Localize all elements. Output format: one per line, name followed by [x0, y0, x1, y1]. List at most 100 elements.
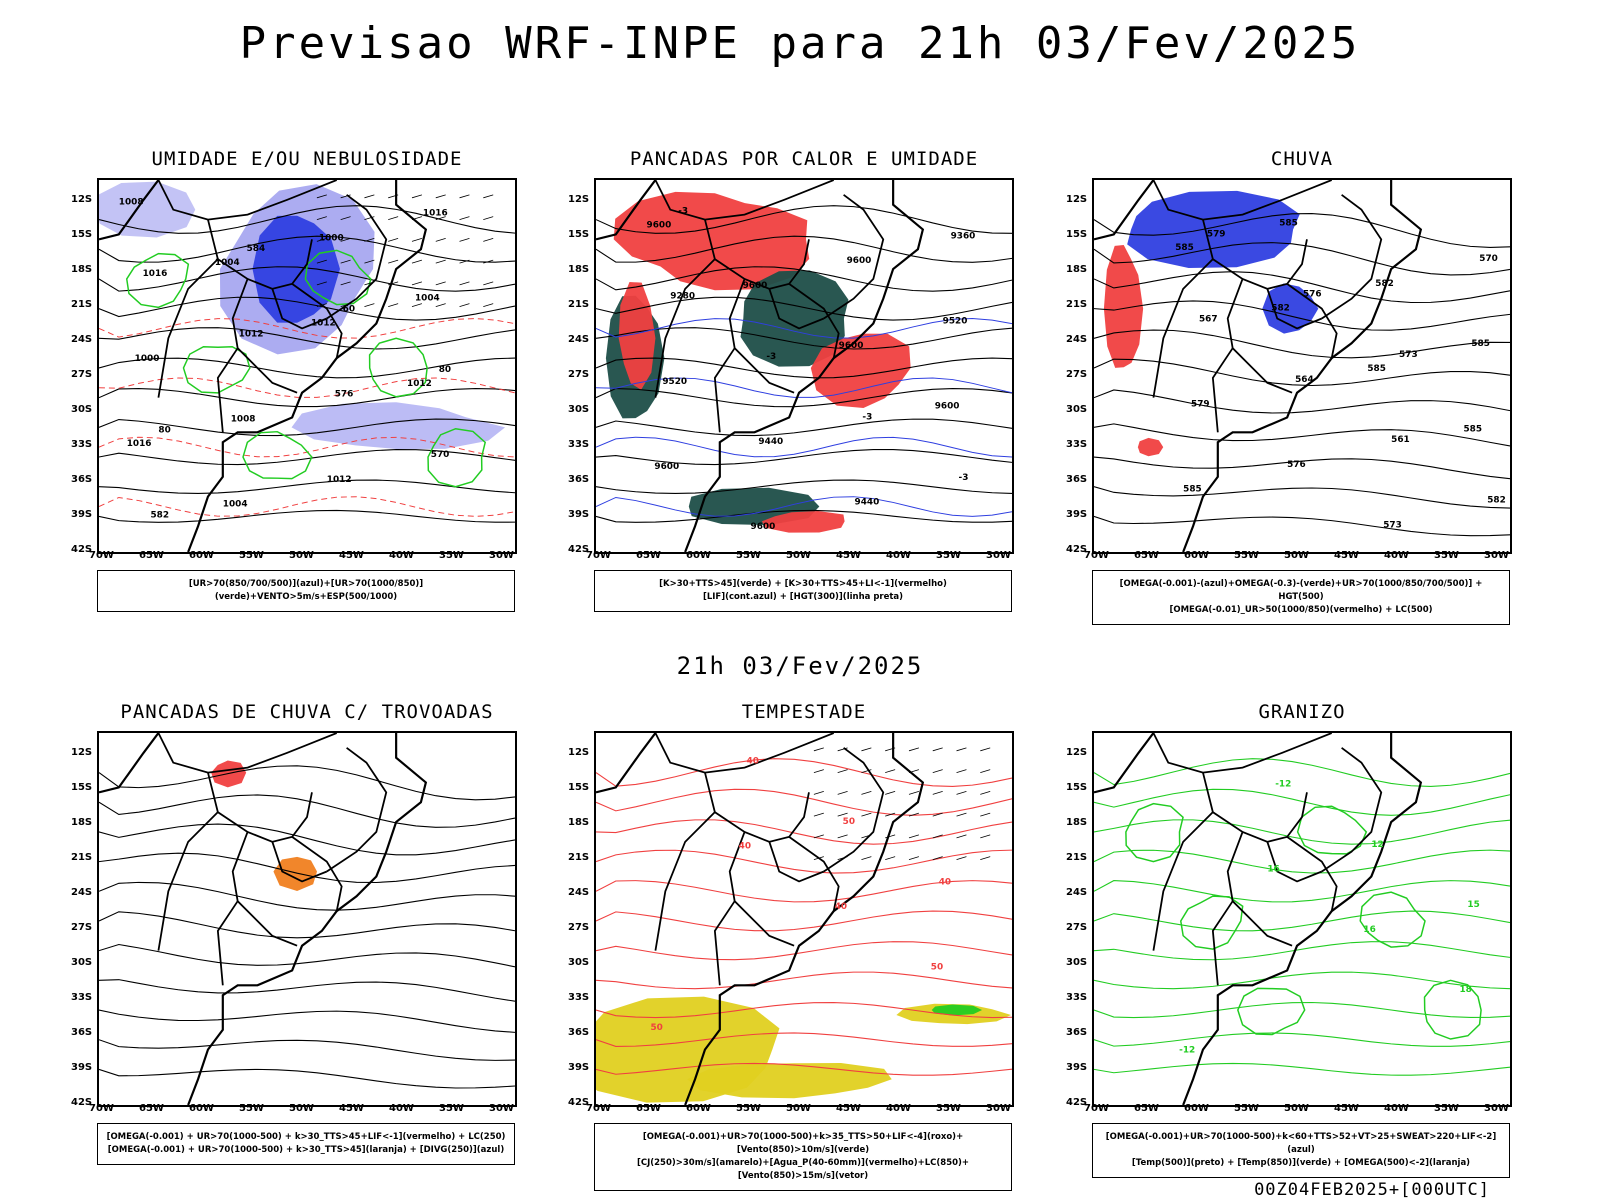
- contour-label: 9280: [670, 292, 695, 302]
- contour-line: [596, 1032, 1012, 1047]
- wind-vector: [388, 259, 399, 264]
- longitude-tick-label: 65W: [636, 1103, 661, 1114]
- latitude-tick-label: 33S: [71, 439, 93, 450]
- contour-label: -3: [766, 352, 776, 362]
- panel-title: CHUVA: [1270, 148, 1334, 170]
- legend-line: [K>30+TTS>45](verde) + [K>30+TTS>45+LI<-…: [659, 579, 947, 589]
- wind-vector: [364, 216, 375, 220]
- wind-vector: [861, 812, 872, 817]
- latitude-tick-label: 12S: [71, 194, 93, 205]
- contour-label: 570: [431, 450, 450, 460]
- contour-label: 582: [151, 510, 170, 520]
- wind-vector: [364, 303, 375, 308]
- country-border: [291, 283, 343, 359]
- longitude-tick-label: 40W: [1384, 550, 1409, 561]
- legend-line: [OMEGA(-0.001)+UR>70(1000-500)+k<60+TTS>…: [1105, 1132, 1497, 1155]
- contour-label: 1012: [239, 329, 264, 339]
- wind-vector: [364, 194, 375, 199]
- longitude-tick-label: 50W: [786, 1103, 811, 1114]
- wind-vector: [908, 812, 920, 817]
- wind-vector: [861, 790, 872, 795]
- contour-label: 582: [1375, 279, 1394, 289]
- wind-vector: [885, 834, 896, 839]
- contour-line: [99, 296, 515, 321]
- country-border: [704, 772, 810, 843]
- wind-vector: [340, 216, 351, 220]
- coastline: [596, 733, 925, 1105]
- contour-label: 573: [1383, 520, 1402, 530]
- contour-label: 9600: [743, 281, 768, 291]
- contour-line: [1094, 212, 1510, 249]
- country-border: [157, 811, 219, 951]
- contour-label: 1012: [327, 475, 352, 485]
- longitude-tick-label: 35W: [936, 550, 961, 561]
- country-border: [326, 194, 388, 320]
- coastline: [99, 180, 428, 552]
- wind-vector: [316, 194, 327, 199]
- latitude-tick-label: 24S: [71, 887, 93, 898]
- country-border: [216, 347, 239, 433]
- map-panel: 40 40 50 50 40 50 40: [594, 731, 1014, 1107]
- map-panel: 9600 9600 9600 9600 9600 9600 9600 9520 9520 9440…: [594, 178, 1014, 554]
- contour-line: [1094, 358, 1510, 387]
- latitude-tick-label: 18S: [1066, 817, 1088, 828]
- contour-line-green: [1237, 987, 1306, 1036]
- contour-line: [1094, 242, 1510, 276]
- contour-label: 9600: [935, 402, 960, 412]
- latitude-tick-label: 27S: [568, 922, 590, 933]
- country-border: [1321, 194, 1383, 320]
- wind-vector: [861, 856, 872, 861]
- contour-label: 40: [835, 902, 847, 912]
- legend-line: [OMEGA(-0.01)_UR>50(1000/850)(vermelho) …: [1169, 605, 1433, 615]
- contour-label: 585: [1183, 485, 1202, 495]
- longitude-tick-label: 45W: [1334, 550, 1359, 561]
- contour-line: [99, 357, 515, 379]
- longitude-tick-label: 45W: [1334, 1103, 1359, 1114]
- contour-label: 9600: [647, 220, 672, 230]
- contour-line: [596, 1062, 1012, 1076]
- country-border: [1211, 347, 1234, 433]
- wind-vector: [435, 303, 446, 308]
- map-panel: 1008 1004 1012 1012 1016 1004 1000 1004 1000 1008…: [97, 178, 517, 554]
- contour-label: -3: [678, 207, 688, 217]
- latitude-tick-label: 15S: [568, 229, 590, 240]
- contour-line: [596, 235, 1012, 263]
- wind-vector: [908, 834, 920, 839]
- map-panel: 585 582 585 585 585 585 582 585 579 576 573 570 567 5…: [1092, 178, 1512, 554]
- field-shading: [1103, 245, 1144, 368]
- country-border: [1226, 278, 1293, 394]
- latitude-tick-label: 33S: [568, 439, 590, 450]
- contour-line: [596, 509, 1012, 523]
- latitude-tick-label: 12S: [1066, 194, 1088, 205]
- panel-title: PANCADAS POR CALOR E UMIDADE: [629, 148, 979, 170]
- contour-label: 1000: [319, 233, 344, 243]
- contour-label: 579: [1207, 229, 1226, 239]
- longitude-tick-label: 45W: [836, 550, 861, 561]
- longitude-tick-label: 45W: [836, 1103, 861, 1114]
- latitude-tick-label: 39S: [568, 509, 590, 520]
- contour-label: 50: [843, 817, 855, 827]
- contour-line: [99, 418, 515, 437]
- wind-vector: [837, 747, 848, 752]
- contour-label: -12: [1275, 779, 1291, 789]
- latitude-tick-label: 24S: [568, 887, 590, 898]
- wind-vector: [885, 790, 896, 795]
- longitude-tick-label: 70W: [1084, 550, 1109, 561]
- contour-label: 567: [1199, 314, 1218, 324]
- contour-line: [596, 479, 1012, 494]
- wind-vector: [908, 747, 920, 752]
- contour-line: [1094, 819, 1510, 845]
- contour-label: 561: [1391, 435, 1410, 445]
- map-panel: 16 16 18 -12 -12 12 15: [1092, 731, 1512, 1107]
- contour-line-secondary: [596, 318, 1012, 339]
- country-border: [1266, 288, 1323, 330]
- panel-title: PANCADAS DE CHUVA C/ TROVOADAS: [120, 701, 494, 723]
- contour-line-secondary: [99, 377, 515, 398]
- map-panel: [97, 731, 517, 1107]
- country-border: [768, 841, 825, 883]
- longitude-tick-label: 40W: [886, 550, 911, 561]
- contour-line: [1094, 1032, 1510, 1047]
- latitude-tick-label: 15S: [568, 782, 590, 793]
- main-title: Previsao WRF-INPE para 21h 03/Fev/2025: [239, 18, 1361, 69]
- legend-line: [OMEGA(-0.001) + UR>70(1000-500) + k>30_…: [106, 1132, 506, 1142]
